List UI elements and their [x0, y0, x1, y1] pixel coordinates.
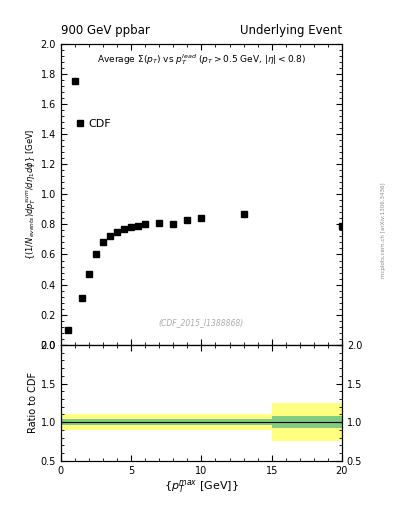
- CDF: [101, 239, 105, 245]
- Text: 900 GeV ppbar: 900 GeV ppbar: [61, 24, 150, 37]
- CDF: [199, 215, 204, 221]
- CDF: [157, 220, 162, 226]
- CDF: [73, 78, 77, 84]
- CDF: [122, 226, 127, 232]
- CDF: [94, 251, 98, 258]
- Legend: CDF: CDF: [72, 115, 115, 132]
- CDF: [143, 221, 148, 227]
- CDF: [80, 295, 84, 301]
- CDF: [86, 271, 91, 277]
- Text: Underlying Event: Underlying Event: [240, 24, 342, 37]
- Text: Average $\Sigma(p_T)$ vs $p_T^{lead}$ $(p_T > 0.5$ GeV, $|\eta| < 0.8)$: Average $\Sigma(p_T)$ vs $p_T^{lead}$ $(…: [97, 53, 306, 68]
- CDF: [340, 223, 344, 229]
- Text: (CDF_2015_I1388868): (CDF_2015_I1388868): [159, 318, 244, 327]
- CDF: [108, 233, 112, 240]
- Y-axis label: $\{(1/N_{events}) dp_T^{sum}/d\eta_1 d\phi\}$ [GeV]: $\{(1/N_{events}) dp_T^{sum}/d\eta_1 d\p…: [24, 129, 38, 260]
- Y-axis label: Ratio to CDF: Ratio to CDF: [28, 372, 38, 433]
- CDF: [185, 217, 190, 223]
- Text: mcplots.cern.ch [arXiv:1306.3436]: mcplots.cern.ch [arXiv:1306.3436]: [381, 183, 386, 278]
- CDF: [129, 224, 134, 230]
- Line: CDF: CDF: [65, 78, 345, 333]
- X-axis label: $\{p_T^{max}$ [GeV]$\}$: $\{p_T^{max}$ [GeV]$\}$: [164, 478, 239, 496]
- CDF: [171, 221, 176, 227]
- CDF: [115, 229, 119, 235]
- CDF: [136, 223, 141, 229]
- CDF: [241, 211, 246, 217]
- CDF: [66, 327, 70, 333]
